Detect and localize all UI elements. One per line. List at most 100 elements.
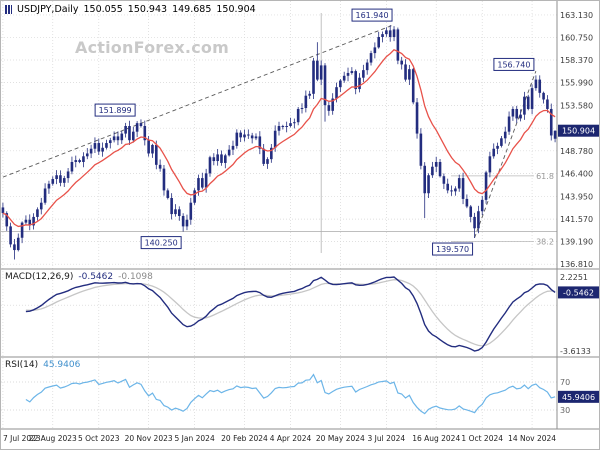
candle-body <box>139 123 143 127</box>
macd-label: MACD(12,26,9) <box>5 272 74 282</box>
candle-body <box>526 96 530 109</box>
candle-body <box>93 143 97 149</box>
candle-body <box>270 147 273 160</box>
price-callout-box[interactable] <box>493 57 535 71</box>
macd-signal-line <box>25 279 556 347</box>
candle-body <box>354 71 357 90</box>
candle-body <box>208 157 212 174</box>
candle-body <box>496 145 499 149</box>
candle-body <box>47 183 51 189</box>
candle-body <box>82 156 85 162</box>
macd-last-label: -0.5462 <box>563 288 594 297</box>
candle-body <box>74 160 78 162</box>
candle-body <box>300 108 304 110</box>
candle-body <box>247 134 250 136</box>
candle-body <box>39 202 43 210</box>
macd-indicator-header[interactable]: MACD(12,26,9) -0.5462 -0.1098 <box>5 272 153 282</box>
ohlc-high: 150.943 <box>127 4 168 15</box>
last-price-label-box <box>558 124 599 137</box>
candle-body <box>492 148 496 157</box>
candle-body <box>546 99 549 109</box>
price-axis-tick: 141.570 <box>560 215 593 224</box>
price-axis-tick: 136.810 <box>560 260 593 269</box>
candle-body <box>553 130 557 139</box>
price-callout-text: 140.250 <box>145 239 178 248</box>
candle-body <box>515 108 519 119</box>
candle-body <box>201 178 204 188</box>
price-callout-text: 156.740 <box>497 60 530 69</box>
price-axis-tick: 139.190 <box>560 238 593 247</box>
date-axis-label: 4 Apr 2024 <box>270 434 312 443</box>
candle-body <box>373 47 377 54</box>
rsi-line <box>25 373 556 415</box>
moving-average-line <box>2 49 556 228</box>
rsi-indicator-header[interactable]: RSI(14) 45.9406 <box>5 360 80 370</box>
candle-body <box>277 126 281 131</box>
candle-body <box>204 173 208 188</box>
rsi-last-label: 45.9406 <box>562 393 595 402</box>
candle-body <box>143 126 147 141</box>
candle-body <box>442 176 446 184</box>
candle-body <box>519 114 522 119</box>
candle-body <box>55 175 58 180</box>
candle-body <box>396 29 400 61</box>
candle-body <box>507 116 511 132</box>
candle-body <box>36 209 39 217</box>
rsi-level-label: 70 <box>560 378 570 387</box>
ohlc-low: 149.685 <box>172 4 212 15</box>
candle-body <box>404 64 407 80</box>
candle-body <box>20 222 24 238</box>
candle-body <box>511 108 515 117</box>
candle-body <box>193 190 196 203</box>
candle-body <box>503 131 507 139</box>
candle-body <box>32 216 35 226</box>
date-axis-label: 16 Aug 2024 <box>412 434 460 443</box>
candle-body <box>323 65 327 106</box>
date-axis-label: 20 May 2024 <box>316 434 365 443</box>
price-axis-tick: 158.370 <box>560 56 593 65</box>
candle-body <box>319 65 323 80</box>
candle-body <box>434 161 438 167</box>
candle-body <box>131 131 135 141</box>
candle-body <box>189 202 193 220</box>
candle-body <box>216 154 219 162</box>
candle-body <box>461 178 465 199</box>
instrument-title[interactable]: USDJPY,Daily 150.055 150.943 149.685 150… <box>5 4 256 15</box>
candle-body <box>151 144 154 154</box>
price-callout-box[interactable] <box>94 103 136 117</box>
candle-body <box>538 79 542 93</box>
candle-body <box>400 60 404 65</box>
candle-body <box>534 79 538 89</box>
candle-body <box>480 199 484 212</box>
candle-body <box>220 154 223 163</box>
candle-body <box>28 219 32 226</box>
candle-body <box>108 140 112 144</box>
candle-body <box>281 126 285 128</box>
price-callout-box[interactable] <box>432 242 474 256</box>
candle-body <box>43 188 47 203</box>
candle-body <box>24 219 28 223</box>
candle-body <box>116 136 120 141</box>
candle-body <box>9 226 12 245</box>
candle-body <box>488 156 492 173</box>
date-axis-label: 5 Jan 2024 <box>175 434 215 443</box>
candle-body <box>227 149 231 156</box>
watermark: ActionForex.com <box>75 38 229 57</box>
price-callout-box[interactable] <box>351 8 393 22</box>
candle-body <box>473 216 476 229</box>
candle-body <box>542 92 545 100</box>
candle-body <box>224 155 227 163</box>
candle-body <box>254 136 258 139</box>
candle-body <box>293 122 296 124</box>
candle-body <box>158 164 162 169</box>
macd-signal-value: -0.1098 <box>118 272 153 282</box>
fib-level-label: 38.2 <box>536 238 554 247</box>
price-axis-tick: 160.750 <box>560 33 593 42</box>
candle-body <box>235 132 239 146</box>
candle-body <box>174 209 177 215</box>
price-callout-box[interactable] <box>140 236 182 250</box>
candle-body <box>185 219 189 227</box>
candle-body <box>465 198 469 207</box>
